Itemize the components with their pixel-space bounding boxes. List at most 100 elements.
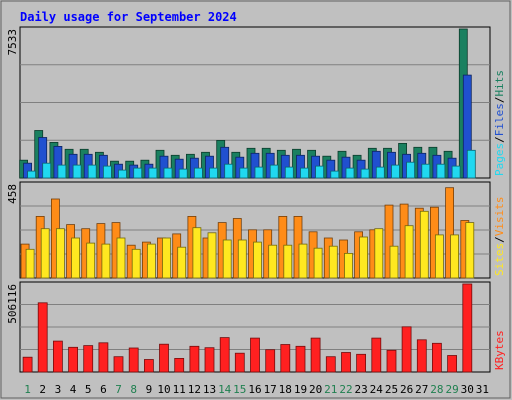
- x-tick-label-29: 29: [445, 383, 458, 396]
- bar-pages-day-1: [27, 170, 37, 179]
- bar-sites-day-7: [116, 237, 126, 279]
- side-label: Visits: [493, 197, 506, 237]
- bar-pages-day-8: [133, 167, 143, 179]
- bar-kbytes-day-5: [83, 345, 94, 373]
- bar-kbytes-day-25: [386, 349, 397, 373]
- bar-kbytes-day-12: [189, 345, 200, 373]
- bar-kbytes-day-13: [204, 347, 215, 373]
- x-tick-label-4: 4: [70, 383, 77, 396]
- panel-side-labels: Sites/Visits: [493, 197, 506, 277]
- x-tick-label-21: 21: [324, 383, 337, 396]
- bar-pages-day-30: [466, 149, 476, 179]
- x-tick-label-31: 31: [476, 383, 489, 396]
- bar-sites-day-25: [389, 245, 399, 279]
- bar-sites-day-5: [86, 242, 96, 279]
- bar-pages-day-28: [436, 163, 446, 179]
- bar-pages-day-6: [103, 165, 112, 179]
- series-sites: [25, 210, 475, 279]
- bar-kbytes-day-19: [295, 345, 306, 373]
- bar-kbytes-day-26: [401, 326, 412, 373]
- bar-sites-day-26: [404, 225, 414, 279]
- x-tick-label-18: 18: [279, 383, 292, 396]
- x-tick-label-3: 3: [55, 383, 62, 396]
- series-visits: [20, 187, 470, 279]
- x-tick-label-9: 9: [146, 383, 153, 396]
- x-tick-label-15: 15: [233, 383, 246, 396]
- bar-kbytes-day-15: [234, 352, 245, 373]
- bar-sites-day-13: [207, 232, 217, 279]
- x-tick-label-11: 11: [173, 383, 186, 396]
- bar-pages-day-21: [330, 170, 340, 179]
- panel-2: 458 Sites/Visits: [6, 181, 506, 279]
- panel-3: 506116 KBytes: [6, 281, 506, 373]
- x-tick-label-14: 14: [218, 383, 232, 396]
- bar-kbytes-day-17: [265, 349, 276, 373]
- bar-sites-day-3: [56, 228, 65, 279]
- bar-kbytes-day-23: [356, 353, 367, 373]
- side-label: KBytes: [493, 330, 506, 370]
- x-tick-label-2: 2: [39, 383, 46, 396]
- bar-sites-day-11: [177, 246, 187, 279]
- bar-kbytes-day-30: [462, 283, 473, 373]
- bar-pages-day-5: [87, 164, 97, 179]
- bar-sites-day-18: [283, 244, 293, 279]
- bar-kbytes-day-27: [416, 339, 427, 373]
- panel-max-label: 458: [6, 184, 19, 204]
- bar-kbytes-day-11: [174, 357, 185, 373]
- chart-panels: 7533Pages/Files/Hits458Sites/Visits50611…: [6, 26, 506, 373]
- bar-pages-day-20: [315, 165, 325, 179]
- panel-max-label: 506116: [6, 284, 19, 324]
- x-tick-label-13: 13: [203, 383, 216, 396]
- bar-visits-day-29: [445, 187, 455, 279]
- bar-pages-day-25: [391, 164, 400, 179]
- bar-pages-day-16: [254, 166, 264, 179]
- bar-kbytes-day-3: [53, 340, 63, 373]
- bar-visits-day-25: [384, 204, 394, 279]
- bar-pages-day-10: [163, 167, 173, 179]
- bar-sites-day-9: [146, 243, 156, 279]
- bar-kbytes-day-21: [325, 356, 336, 373]
- side-label: Sites: [493, 243, 506, 276]
- bar-sites-day-29: [450, 234, 460, 279]
- bar-kbytes-day-14: [219, 337, 230, 373]
- x-tick-label-17: 17: [264, 383, 277, 396]
- bar-pages-day-24: [375, 166, 385, 179]
- bar-kbytes-day-1: [22, 356, 33, 373]
- bar-pages-day-3: [57, 164, 67, 179]
- bar-pages-day-7: [118, 169, 127, 179]
- bar-sites-day-20: [313, 247, 323, 279]
- x-tick-label-10: 10: [157, 383, 170, 396]
- panel-side-labels: Pages/Files/Hits: [493, 70, 506, 176]
- bar-kbytes-day-4: [68, 346, 78, 373]
- bar-sites-day-16: [253, 241, 262, 279]
- x-tick-label-5: 5: [85, 383, 92, 396]
- series-kbytes: [22, 283, 473, 373]
- bar-kbytes-day-2: [37, 302, 48, 373]
- x-tick-label-28: 28: [430, 383, 443, 396]
- bar-kbytes-day-22: [341, 352, 351, 373]
- x-tick-label-30: 30: [461, 383, 474, 396]
- bar-sites-day-22: [344, 252, 353, 279]
- bar-kbytes-day-10: [159, 343, 169, 373]
- bar-kbytes-day-29: [447, 355, 458, 373]
- bar-kbytes-day-6: [98, 342, 109, 373]
- side-label-sep: /: [493, 136, 506, 143]
- x-tick-label-22: 22: [339, 383, 352, 396]
- bar-pages-day-19: [300, 167, 309, 179]
- side-label: Pages: [493, 143, 506, 176]
- bar-pages-day-27: [421, 163, 431, 179]
- bar-sites-day-14: [222, 239, 232, 279]
- bar-pages-day-12: [193, 167, 203, 179]
- bar-sites-day-19: [298, 243, 308, 279]
- bar-pages-day-23: [360, 168, 370, 179]
- x-axis-labels: 1 2 3 4 5 6 7 8 9 10 11 12 13 14 15 16 17 18 19 20 21 22 23 24 2…: [24, 383, 489, 396]
- bar-pages-day-11: [178, 168, 188, 179]
- x-tick-label-27: 27: [415, 383, 428, 396]
- series-pages: [27, 149, 476, 179]
- x-tick-label-26: 26: [400, 383, 413, 396]
- bar-sites-day-10: [162, 237, 171, 279]
- bar-pages-day-26: [406, 161, 416, 179]
- chart-title: Daily usage for September 2024: [20, 10, 237, 24]
- panel-side-labels: KBytes: [493, 330, 506, 370]
